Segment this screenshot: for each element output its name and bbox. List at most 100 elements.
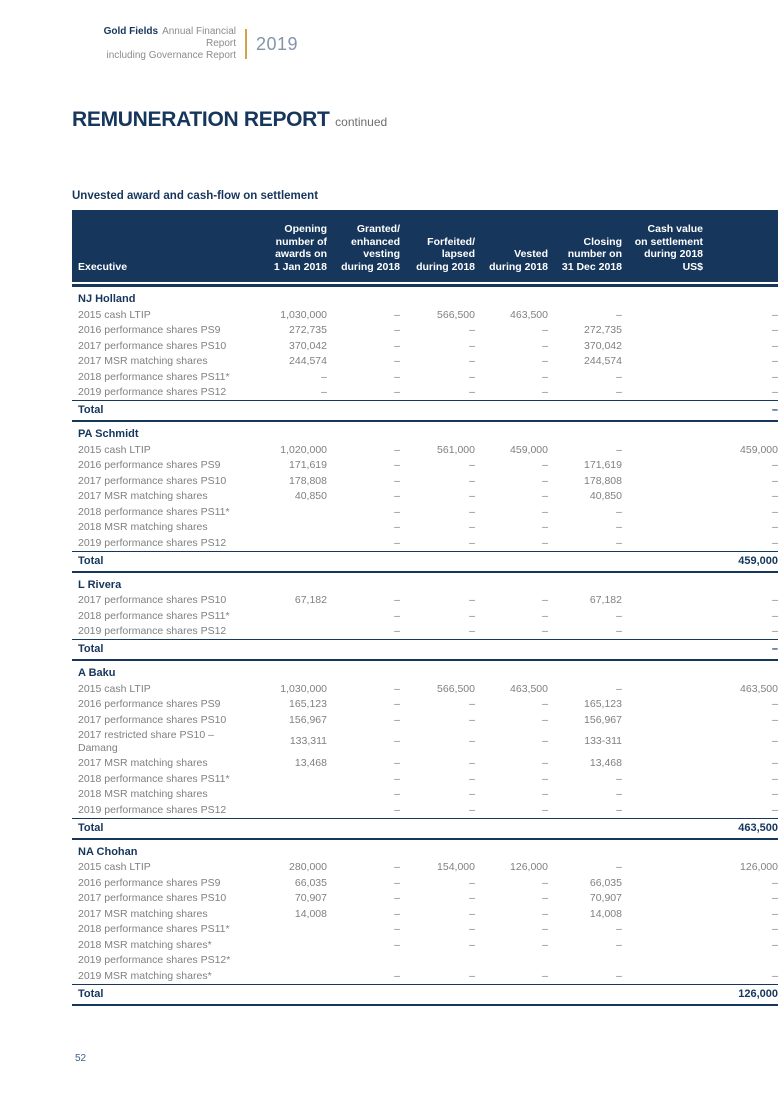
total-spacer [400,639,475,661]
award-value: – [469,490,475,502]
award-row: 2018 MSR matching shares – – – – – [72,787,778,803]
award-value: – [469,324,475,336]
award-value: – [394,735,400,748]
award-label: 2016 performance shares PS9 [78,324,221,336]
award-value: – [772,698,778,710]
award-value [240,504,327,520]
award-value: 156,967 [584,713,622,726]
total-spacer [400,983,475,1006]
award-value: – [772,459,778,471]
header-rule-cell [72,282,778,287]
award-value: 463,500 [510,308,548,321]
total-row: Total 126,000 [72,983,778,1006]
award-row: 2018 MSR matching shares* – – – – – [72,937,778,953]
total-spacer [400,817,475,840]
award-value: – [394,861,400,873]
brand-line-1: Gold Fields Annual Financial Report [72,26,236,50]
award-value [240,937,327,953]
award-value: – [394,698,400,710]
award-value: – [469,594,475,606]
total-label: Total [72,817,240,840]
award-value: 165,123 [289,698,327,710]
total-spacer [240,817,327,840]
award-value: – [772,490,778,502]
total-spacer [475,983,548,1006]
award-label: 2018 performance shares PS11* [78,505,230,518]
award-value: – [469,625,475,637]
award-value: – [469,355,475,367]
award-value: – [469,386,475,398]
award-value: – [772,339,778,352]
brand-lockup: Gold Fields Annual Financial Report inclu… [72,26,778,62]
award-value: – [394,370,400,383]
award-value: 244,574 [584,355,622,367]
award-value: 40,850 [294,490,327,502]
table-head: Executive Opening number of awards on 1 Jan … [72,210,778,287]
award-row: 2018 performance shares PS11* – – – – – [72,608,778,624]
award-label: 2019 performance shares PS12 [78,803,227,816]
award-value: – [772,876,778,889]
award-value: – [542,370,548,383]
award-value: – [394,386,400,398]
award-value: – [616,443,622,456]
award-value: – [394,969,400,982]
award-value: 133-311 [584,735,622,748]
award-value [622,953,778,969]
report-page: Gold Fields Annual Financial Report inclu… [72,26,778,1064]
brand-tagline-2: including Governance Report [106,50,236,61]
table-header-row: Executive Opening number of awards on 1 Jan … [72,210,778,282]
award-value: – [772,474,778,487]
award-value: – [394,682,400,695]
award-value: – [394,308,400,321]
award-label: 2019 MSR matching shares* [78,969,212,982]
award-value: – [469,459,475,471]
award-value: – [394,892,400,904]
award-value: – [616,861,622,873]
award-value: – [772,536,778,549]
brand-text: Gold Fields Annual Financial Report inclu… [72,26,236,62]
award-value: – [469,907,475,920]
total-label: Total [72,983,240,1006]
award-row: 2017 performance shares PS10 178,808 – – – 17… [72,473,778,489]
award-value: – [542,713,548,726]
total-row: Total 463,500 [72,817,778,840]
award-value: 244,574 [289,355,327,367]
award-value: – [469,876,475,889]
total-label: Total [72,639,240,661]
award-value: – [469,757,475,769]
total-value: – [622,639,778,661]
award-label: 2019 performance shares PS12* [78,954,231,966]
award-value: – [542,876,548,889]
table-caption: Unvested award and cash-flow on settleme… [72,190,319,202]
award-label: 2016 performance shares PS9 [78,459,221,471]
gold-divider [245,29,247,59]
award-row: 2016 performance shares PS9 171,619 – – – 171… [72,458,778,474]
total-spacer [475,817,548,840]
award-value: 280,000 [289,861,327,873]
total-spacer [327,983,400,1006]
total-spacer [327,550,400,573]
award-value: 1,030,000 [280,308,327,321]
award-row: 2016 performance shares PS9 66,035 – – – 66,0… [72,875,778,891]
award-value: – [616,625,622,637]
award-row: 2016 performance shares PS9 272,735 – – – 272… [72,323,778,339]
award-value: – [394,355,400,367]
award-label: 2016 performance shares PS9 [78,698,221,710]
award-value: – [469,521,475,533]
award-value: – [616,370,622,383]
award-label: 2017 performance shares PS10 [78,474,227,487]
award-row: 2019 performance shares PS12 – – – – – [72,535,778,551]
award-value [548,953,622,969]
award-row: 2017 performance shares PS10 156,967 – – – 15… [72,712,778,728]
award-value: 13,468 [589,757,622,769]
award-label: 2017 performance shares PS10 [78,892,227,904]
award-value: – [394,609,400,622]
column-header-closing: Closing number on 31 Dec 2018 [548,210,622,282]
award-label: 2019 performance shares PS12 [78,536,227,549]
award-value: – [542,609,548,622]
award-value: – [394,803,400,816]
award-value: – [542,459,548,471]
award-value: 67,182 [589,594,622,606]
award-value: 272,735 [289,324,327,336]
award-value: – [616,772,622,785]
